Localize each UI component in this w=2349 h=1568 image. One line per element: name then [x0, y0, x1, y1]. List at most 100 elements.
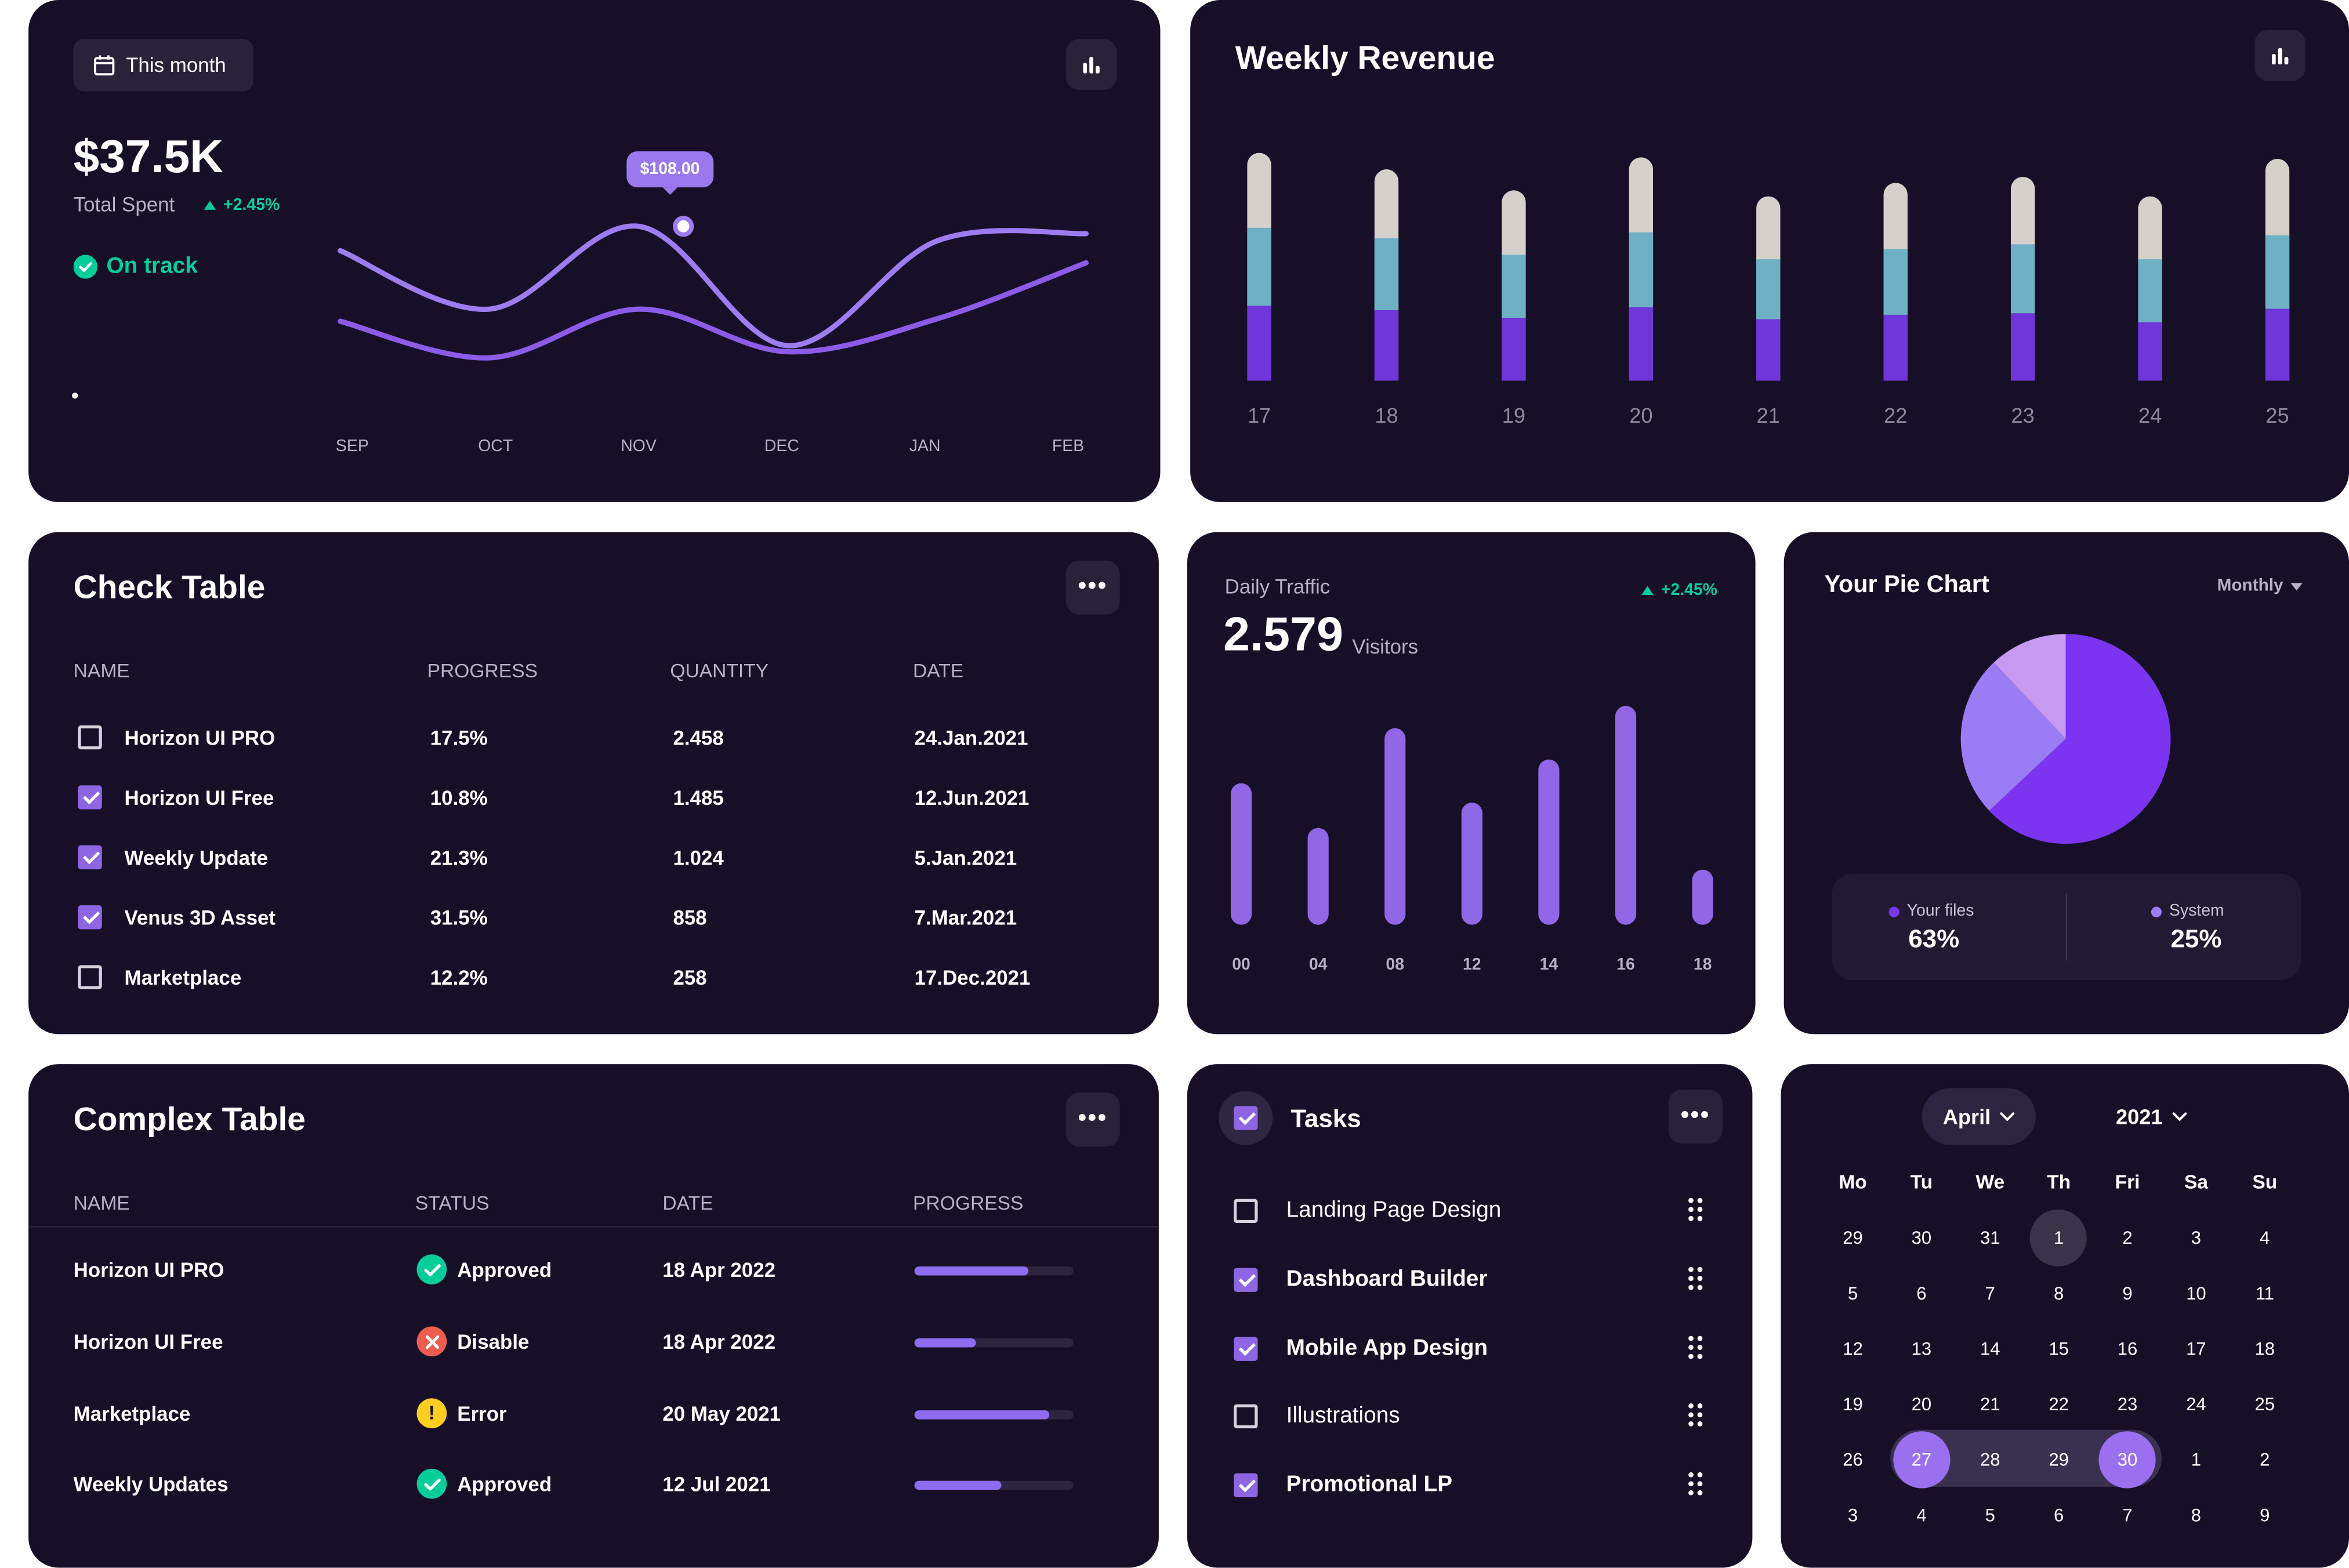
chart-options-button[interactable] — [1065, 39, 1117, 90]
calendar-day[interactable]: 7 — [1985, 1283, 1995, 1304]
row-progress: 21.3% — [430, 847, 488, 870]
row-quantity: 1.485 — [673, 786, 724, 810]
calendar-day[interactable]: 28 — [1980, 1449, 2000, 1471]
calendar-day[interactable]: 29 — [1843, 1227, 1863, 1248]
tasks-menu-button[interactable]: ••• — [1668, 1090, 1723, 1144]
calendar-day[interactable]: 20 — [1911, 1393, 1932, 1415]
year-select[interactable]: 2021 — [2098, 1088, 2203, 1145]
calendar-day[interactable]: 3 — [2191, 1227, 2202, 1248]
calendar-day[interactable]: 15 — [2049, 1338, 2069, 1360]
calendar-day[interactable]: 7 — [2122, 1504, 2133, 1526]
calendar-day[interactable]: 10 — [2186, 1283, 2206, 1304]
task-item[interactable]: Mobile App Design — [1187, 1333, 1752, 1366]
calendar-day[interactable]: 5 — [1985, 1504, 1995, 1526]
period-dropdown[interactable]: Monthly — [2217, 577, 2303, 595]
calendar-day[interactable]: 9 — [2260, 1504, 2270, 1526]
check-table-menu-button[interactable]: ••• — [1065, 560, 1120, 615]
row-progress: 17.5% — [430, 727, 488, 750]
calendar-day[interactable]: 21 — [1980, 1393, 2000, 1415]
calendar-day[interactable]: 19 — [1843, 1393, 1863, 1415]
task-item[interactable]: Landing Page Design — [1187, 1195, 1752, 1228]
task-item[interactable]: Dashboard Builder — [1187, 1264, 1752, 1297]
calendar-day[interactable]: 30 — [1911, 1227, 1932, 1248]
calendar-day[interactable]: 1 — [2054, 1227, 2064, 1248]
calendar-day[interactable]: 26 — [1843, 1449, 1863, 1471]
calendar-day[interactable]: 9 — [2122, 1283, 2133, 1304]
bar-segment-1 — [1629, 307, 1654, 381]
calendar-day[interactable]: 16 — [2117, 1338, 2138, 1360]
pie-slice — [1960, 662, 2066, 811]
row-checkbox[interactable] — [78, 845, 102, 870]
calendar-day[interactable]: 24 — [2186, 1393, 2206, 1415]
highlight-point[interactable] — [673, 216, 694, 237]
bar-segment-2 — [2265, 235, 2290, 309]
tooltip-label: $108.00 — [626, 151, 713, 188]
calendar-day[interactable]: 1 — [2191, 1449, 2202, 1471]
traffic-bar — [1538, 759, 1560, 925]
calendar-card: April 2021 Mo Tu We Th Fri Sa Su 29 30 31 1 2 3 4 5 6 7 8… — [1781, 1064, 2349, 1568]
calendar-day[interactable]: 14 — [1980, 1338, 2000, 1360]
drag-handle-icon[interactable] — [1688, 1472, 1703, 1496]
change-value: +2.45% — [223, 196, 280, 215]
row-progress: 10.8% — [430, 786, 488, 810]
calendar-day[interactable]: 6 — [1916, 1283, 1927, 1304]
bar-segment-1 — [2138, 322, 2162, 381]
calendar-day[interactable]: 18 — [2254, 1338, 2275, 1360]
task-checkbox[interactable] — [1234, 1404, 1258, 1429]
check-circle-icon — [73, 254, 97, 278]
task-checkbox[interactable] — [1234, 1473, 1258, 1498]
calendar-day[interactable]: 8 — [2191, 1504, 2202, 1526]
calendar-day[interactable]: 12 — [1843, 1338, 1863, 1360]
drag-handle-icon[interactable] — [1688, 1197, 1703, 1221]
pie-slice — [1993, 634, 2066, 739]
today-marker — [2030, 1209, 2087, 1266]
calendar-day[interactable]: 23 — [2117, 1393, 2138, 1415]
calendar-day[interactable]: 13 — [1911, 1338, 1932, 1360]
calendar-day[interactable]: 2 — [2122, 1227, 2133, 1248]
calendar-day[interactable]: 8 — [2054, 1283, 2064, 1304]
task-checkbox[interactable] — [1234, 1268, 1258, 1292]
task-item[interactable]: Illustrations — [1187, 1400, 1752, 1433]
check-mark — [423, 1263, 440, 1276]
check-mark — [423, 1478, 440, 1490]
calendar-day[interactable]: 30 — [2117, 1449, 2138, 1471]
row-checkbox[interactable] — [78, 725, 102, 750]
task-item[interactable]: Promotional LP — [1187, 1469, 1752, 1502]
calendar-day[interactable]: 2 — [2260, 1449, 2270, 1471]
progress-fill — [914, 1410, 1050, 1420]
calendar-day[interactable]: 22 — [2049, 1393, 2069, 1415]
bar-segment-2 — [1502, 255, 1526, 318]
calendar-day[interactable]: 31 — [1980, 1227, 2000, 1248]
task-checkbox[interactable] — [1234, 1337, 1258, 1361]
revenue-options-button[interactable] — [2254, 30, 2306, 81]
calendar-day[interactable]: 6 — [2054, 1504, 2064, 1526]
row-checkbox[interactable] — [78, 785, 102, 810]
bar-segment-3 — [1374, 169, 1399, 251]
drag-handle-icon[interactable] — [1688, 1335, 1703, 1359]
calendar-day[interactable]: 3 — [1847, 1504, 1858, 1526]
calendar-day[interactable]: 25 — [2254, 1393, 2275, 1415]
bar-chart-icon — [1083, 57, 1100, 74]
calendar-day[interactable]: 11 — [2255, 1283, 2274, 1304]
month-select[interactable]: April — [1922, 1088, 2036, 1145]
complex-table-menu-button[interactable]: ••• — [1065, 1092, 1120, 1147]
task-checkbox[interactable] — [1234, 1199, 1258, 1224]
x-tick-label: 08 — [1386, 955, 1404, 974]
row-checkbox[interactable] — [78, 965, 102, 989]
period-button[interactable]: This month — [73, 39, 253, 92]
x-tick-label: 18 — [1375, 404, 1398, 427]
progress-bar — [914, 1266, 1074, 1276]
table-row: Marketplace 12.2% 258 17.Dec.2021 — [28, 964, 1159, 994]
check-table-title: Check Table — [73, 568, 266, 606]
calendar-day[interactable]: 29 — [2049, 1449, 2069, 1471]
calendar-day[interactable]: 4 — [2260, 1227, 2270, 1248]
calendar-day[interactable]: 4 — [1916, 1504, 1927, 1526]
calendar-day[interactable]: 5 — [1847, 1283, 1858, 1304]
calendar-day[interactable]: 17 — [2186, 1338, 2206, 1360]
table-row: Venus 3D Asset 31.5% 858 7.Mar.2021 — [28, 904, 1159, 934]
drag-handle-icon[interactable] — [1688, 1403, 1703, 1427]
drag-handle-icon[interactable] — [1688, 1266, 1703, 1290]
calendar-day[interactable]: 27 — [1911, 1449, 1932, 1471]
task-label: Dashboard Builder — [1286, 1266, 1488, 1292]
row-checkbox[interactable] — [78, 905, 102, 930]
